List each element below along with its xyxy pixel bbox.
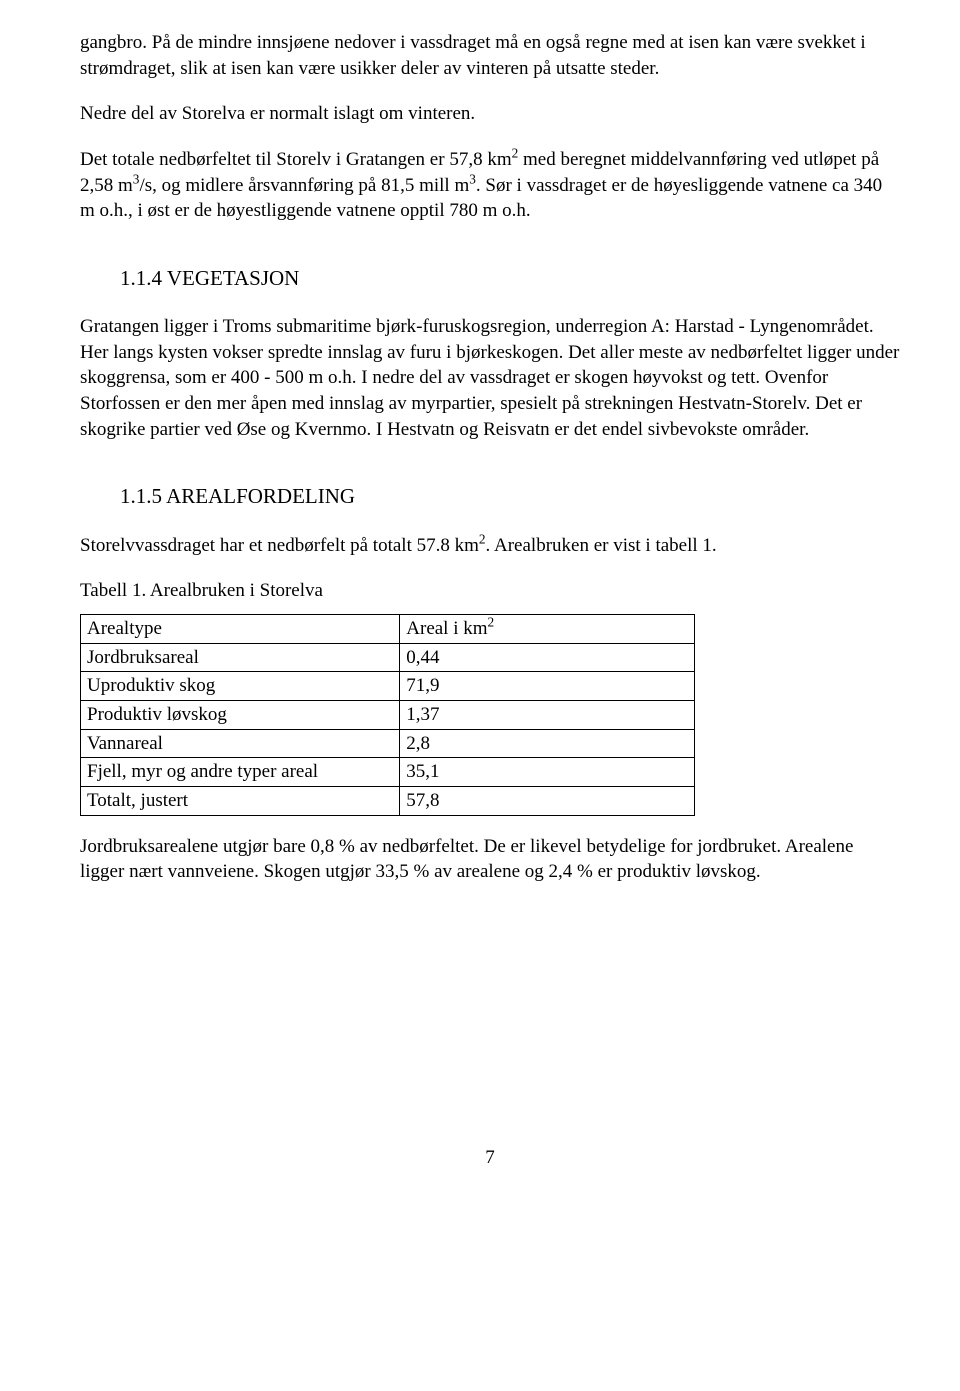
page-number: 7 xyxy=(80,1145,900,1171)
table-cell: Vannareal xyxy=(81,729,400,758)
body-paragraph: Jordbruksarealene utgjør bare 0,8 % av n… xyxy=(80,834,900,885)
table-row: Vannareal 2,8 xyxy=(81,729,695,758)
body-paragraph: Gratangen ligger i Troms submaritime bjø… xyxy=(80,314,900,442)
table-header-row: Arealtype Areal i km2 xyxy=(81,615,695,644)
table-cell: 71,9 xyxy=(400,672,695,701)
table-cell: 57,8 xyxy=(400,786,695,815)
section-heading-arealfordeling: 1.1.5 AREALFORDELING xyxy=(120,482,900,510)
table-header-cell: Arealtype xyxy=(81,615,400,644)
table-cell: Produktiv løvskog xyxy=(81,700,400,729)
superscript: 2 xyxy=(488,615,495,630)
table-header-cell: Areal i km2 xyxy=(400,615,695,644)
body-paragraph: Det totale nedbørfeltet til Storelv i Gr… xyxy=(80,147,900,224)
table-row: Produktiv løvskog 1,37 xyxy=(81,700,695,729)
table-cell: Fjell, myr og andre typer areal xyxy=(81,758,400,787)
table-caption: Tabell 1. Arealbruken i Storelva xyxy=(80,578,900,604)
text-run: Storelvvassdraget har et nedbørfelt på t… xyxy=(80,535,479,556)
table-cell: Uproduktiv skog xyxy=(81,672,400,701)
text-run: . Arealbruken er vist i tabell 1. xyxy=(486,535,717,556)
superscript: 3 xyxy=(469,171,476,186)
table-cell: 2,8 xyxy=(400,729,695,758)
table-cell: 35,1 xyxy=(400,758,695,787)
body-paragraph: Storelvvassdraget har et nedbørfelt på t… xyxy=(80,533,900,559)
text-run: Areal i km xyxy=(406,618,487,639)
table-row: Fjell, myr og andre typer areal 35,1 xyxy=(81,758,695,787)
table-cell: 0,44 xyxy=(400,643,695,672)
table-cell: Jordbruksareal xyxy=(81,643,400,672)
section-heading-vegetasjon: 1.1.4 VEGETASJON xyxy=(120,264,900,292)
table-cell: 1,37 xyxy=(400,700,695,729)
superscript: 2 xyxy=(479,531,486,546)
table-row: Jordbruksareal 0,44 xyxy=(81,643,695,672)
table-row: Totalt, justert 57,8 xyxy=(81,786,695,815)
areal-table: Arealtype Areal i km2 Jordbruksareal 0,4… xyxy=(80,614,695,815)
body-paragraph: Nedre del av Storelva er normalt islagt … xyxy=(80,101,900,127)
text-run: /s, og midlere årsvannføring på 81,5 mil… xyxy=(139,175,469,196)
table-cell: Totalt, justert xyxy=(81,786,400,815)
body-paragraph: gangbro. På de mindre innsjøene nedover … xyxy=(80,30,900,81)
table-row: Uproduktiv skog 71,9 xyxy=(81,672,695,701)
text-run: Det totale nedbørfeltet til Storelv i Gr… xyxy=(80,149,512,170)
